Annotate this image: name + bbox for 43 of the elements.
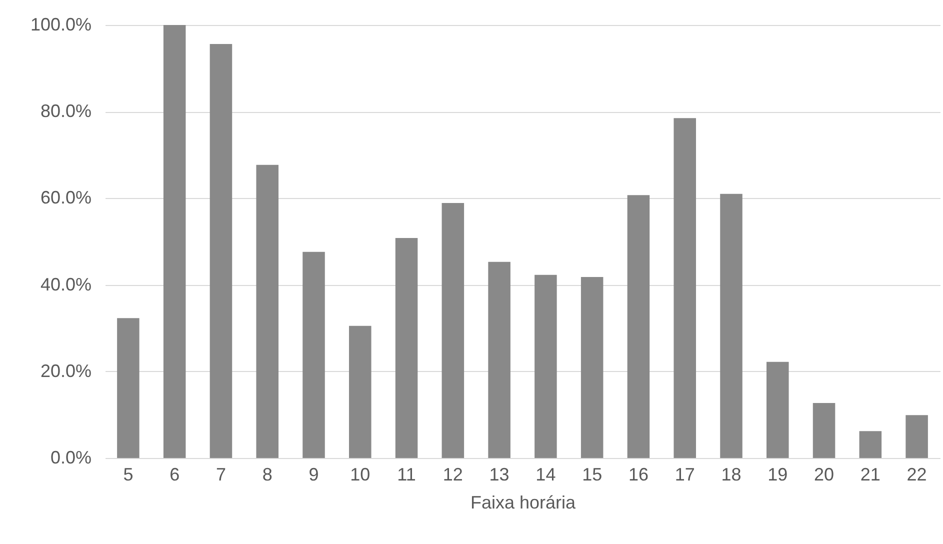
bar (210, 44, 232, 458)
bar (488, 262, 510, 458)
x-tick-label: 10 (350, 464, 370, 484)
y-tick-label: 20.0% (40, 360, 92, 381)
bar (906, 415, 928, 458)
bar (812, 403, 836, 458)
bar (720, 194, 742, 458)
x-tick-label: 14 (536, 464, 556, 484)
x-tick-label: 19 (768, 464, 788, 484)
bar (302, 252, 325, 458)
y-tick-label: 80.0% (40, 101, 92, 122)
x-tick-label: 8 (262, 464, 272, 484)
x-tick-label: 20 (814, 464, 834, 484)
y-tick-label: 40.0% (40, 274, 92, 294)
bar (580, 277, 604, 458)
x-tick-label: 17 (674, 464, 695, 484)
x-tick-label: 6 (170, 464, 180, 484)
bar (627, 195, 650, 458)
bar (117, 318, 140, 458)
x-tick-label: 18 (721, 464, 742, 484)
bar (674, 118, 696, 458)
x-tick-label: 13 (489, 464, 510, 484)
x-tick-label: 21 (860, 464, 880, 484)
y-tick-label: 0.0% (50, 448, 92, 468)
bar (395, 238, 418, 458)
y-tick-label: 60.0% (40, 188, 92, 208)
x-tick-label: 7 (216, 464, 226, 484)
x-tick-label: 15 (582, 464, 602, 484)
bar (349, 326, 372, 458)
bar (766, 362, 789, 458)
x-tick-label: 22 (906, 464, 927, 484)
x-tick-label: 5 (123, 464, 134, 484)
x-tick-label: 9 (308, 464, 319, 484)
bar (256, 164, 278, 458)
y-tick-label: 100.0% (30, 14, 92, 34)
bar (534, 274, 557, 458)
bar (442, 202, 464, 458)
x-tick-label: 12 (442, 464, 463, 484)
bar (859, 431, 882, 458)
bar (163, 25, 186, 458)
x-tick-label: 16 (628, 464, 648, 484)
x-axis-title: Faixa horária (470, 492, 577, 512)
x-tick-label: 11 (397, 464, 416, 484)
